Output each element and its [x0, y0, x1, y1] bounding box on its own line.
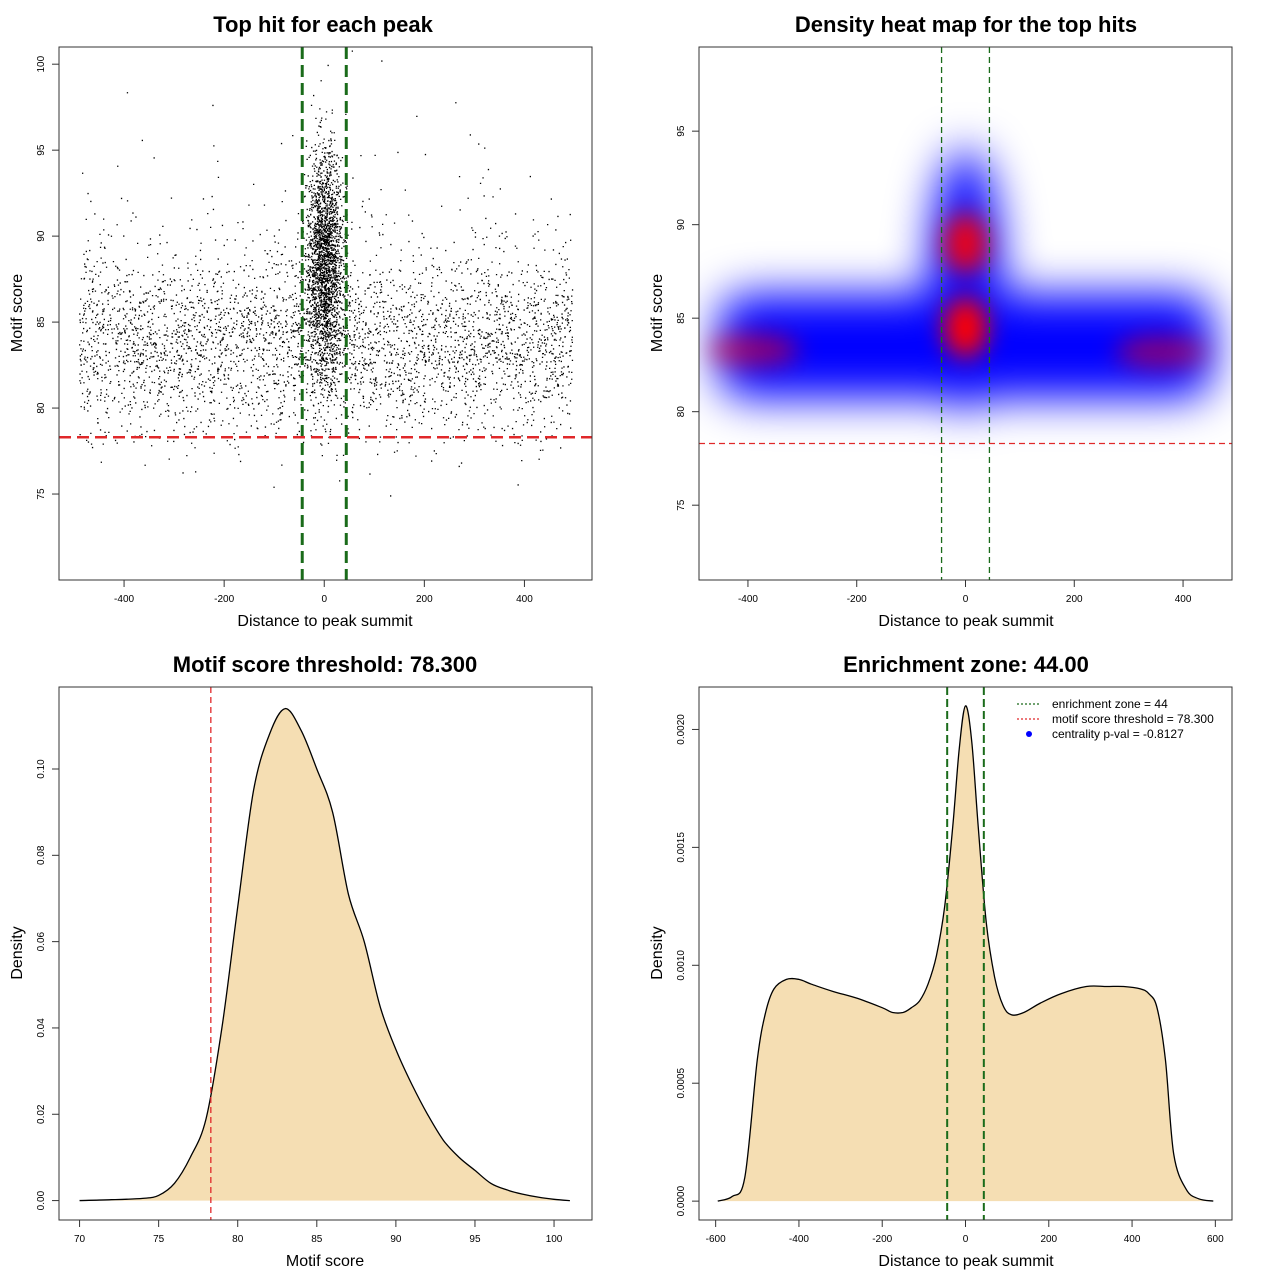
distance-density-y-tick-label: 0.0000 [676, 1185, 687, 1216]
heatmap-red-layer [708, 213, 1207, 368]
distance-density-y-tick-label: 0.0005 [676, 1067, 687, 1098]
score-density-y-tick-label: 0.02 [36, 1104, 47, 1124]
heatmap-y-label: Motif score [649, 274, 666, 352]
score-density-x-ticks: 70 75 80 85 90 95 100 [74, 1220, 563, 1245]
heatmap-x-label: Distance to peak summit [878, 613, 1054, 630]
heatmap-y-ticks: 75 80 85 90 95 [676, 125, 699, 511]
distance-density-y-tick-label: 0.0015 [676, 832, 687, 863]
score-density-y-tick-label: 0.08 [36, 845, 47, 865]
score-density-panel: Motif score threshold: 78.300 70 75 80 85 90… [9, 652, 593, 1270]
distance-density-x-tick-label: 0 [963, 1234, 969, 1245]
score-density-curve [79, 707, 570, 1202]
scatter-x-tick-label: 400 [516, 594, 533, 605]
distance-density-title: Enrichment zone: 44.00 [843, 652, 1089, 677]
scatter-x-tick-label: 0 [321, 594, 327, 605]
score-density-x-tick-label: 80 [232, 1234, 244, 1245]
score-density-y-tick-label: 0.10 [36, 759, 47, 779]
heatmap-y-tick-label: 75 [676, 499, 687, 511]
legend-entry-label: enrichment zone = 44 [1052, 697, 1168, 711]
score-density-y-label: Density [9, 926, 26, 979]
scatter-title: Top hit for each peak [213, 12, 433, 37]
heatmap-x-tick-label: 0 [963, 594, 969, 605]
score-density-y-tick-label: 0.04 [36, 1018, 47, 1038]
score-density-x-tick-label: 70 [74, 1234, 86, 1245]
heatmap-x-tick-label: -200 [847, 594, 867, 605]
distance-density-curve [717, 705, 1214, 1202]
heatmap-y-tick-label: 95 [676, 125, 687, 137]
scatter-y-tick-label: 90 [36, 230, 47, 242]
legend-entry-label: centrality p-val = -0.8127 [1052, 727, 1184, 741]
score-density-x-tick-label: 85 [311, 1234, 323, 1245]
heatmap-peak [708, 333, 799, 366]
scatter-plot-frame [58, 46, 593, 581]
heatmap-panel: Density heat map for the top hits -400 -2… [649, 12, 1233, 630]
scatter-y-tick-label: 75 [36, 488, 47, 500]
scatter-y-tick-label: 80 [36, 402, 47, 414]
distance-density-line [717, 705, 1214, 1202]
distance-density-y-tick-label: 0.0020 [676, 714, 687, 745]
distance-density-x-tick-label: -400 [789, 1234, 809, 1245]
heatmap-peak [943, 297, 988, 358]
scatter-x-tick-label: 200 [416, 594, 433, 605]
score-density-line [79, 707, 570, 1202]
heatmap-y-tick-label: 80 [676, 406, 687, 418]
heatmap-density [699, 47, 1232, 580]
scatter-y-label: Motif score [9, 274, 26, 352]
scatter-x-tick-label: -400 [114, 594, 134, 605]
scatter-points [79, 50, 574, 497]
scatter-y-tick-label: 85 [36, 316, 47, 328]
score-density-y-tick-label: 0.00 [36, 1190, 47, 1210]
distance-density-x-tick-label: -200 [872, 1234, 892, 1245]
scatter-y-tick-label: 95 [36, 144, 47, 156]
scatter-panel: Top hit for each peak -400 -200 0 200 400 75… [9, 12, 593, 630]
score-density-y-tick-label: 0.06 [36, 931, 47, 951]
heatmap-overlays [699, 47, 1232, 580]
scatter-y-ticks: 75 80 85 90 95 100 [36, 55, 59, 500]
score-density-area [79, 708, 570, 1201]
score-density-x-tick-label: 75 [153, 1234, 165, 1245]
legend-point-marker [1026, 731, 1032, 737]
heatmap-x-ticks: -400 -200 0 200 400 [738, 580, 1192, 605]
distance-density-x-ticks: -600 -400 -200 0 200 400 600 [706, 1220, 1224, 1245]
distance-density-x-tick-label: -600 [706, 1234, 726, 1245]
scatter-y-tick-label: 100 [36, 55, 47, 72]
distance-density-x-tick-label: 600 [1207, 1234, 1224, 1245]
scatter-x-ticks: -400 -200 0 200 400 [114, 580, 533, 605]
score-density-x-label: Motif score [286, 1253, 364, 1270]
distance-density-area [717, 705, 1214, 1202]
scatter-point-cloud [79, 50, 574, 497]
distance-density-x-label: Distance to peak summit [878, 1253, 1054, 1270]
heatmap-x-tick-label: -400 [738, 594, 758, 605]
distance-density-y-tick-label: 0.0010 [676, 950, 687, 981]
heatmap-peak [943, 213, 988, 274]
score-density-y-ticks: 0.00 0.02 0.04 0.06 0.08 0.10 [36, 759, 59, 1210]
score-density-x-tick-label: 90 [390, 1234, 402, 1245]
distance-density-y-ticks: 0.0000 0.0005 0.0010 0.0015 0.0020 [676, 714, 699, 1216]
score-density-plot-frame [58, 686, 593, 1221]
heatmap-peak [1116, 335, 1207, 368]
heatmap-title: Density heat map for the top hits [795, 12, 1137, 37]
heatmap-y-tick-label: 90 [676, 219, 687, 231]
heatmap-central-ridge [929, 149, 1002, 412]
distance-density-x-tick-label: 400 [1124, 1234, 1141, 1245]
heatmap-x-tick-label: 200 [1066, 594, 1083, 605]
distance-density-overlays [946, 687, 985, 1220]
score-density-x-tick-label: 100 [546, 1234, 563, 1245]
scatter-x-label: Distance to peak summit [237, 613, 413, 630]
distance-density-panel: Enrichment zone: 44.00 -600 -400 -200 0 200 4… [649, 652, 1233, 1270]
distance-density-y-label: Density [649, 926, 666, 979]
legend-entry-label: motif score threshold = 78.300 [1052, 712, 1214, 726]
distance-density-x-tick-label: 200 [1040, 1234, 1057, 1245]
heatmap-y-tick-label: 85 [676, 312, 687, 324]
score-density-x-tick-label: 95 [469, 1234, 481, 1245]
scatter-x-tick-label: -200 [214, 594, 234, 605]
heatmap-x-tick-label: 400 [1175, 594, 1192, 605]
score-density-title: Motif score threshold: 78.300 [173, 652, 477, 677]
